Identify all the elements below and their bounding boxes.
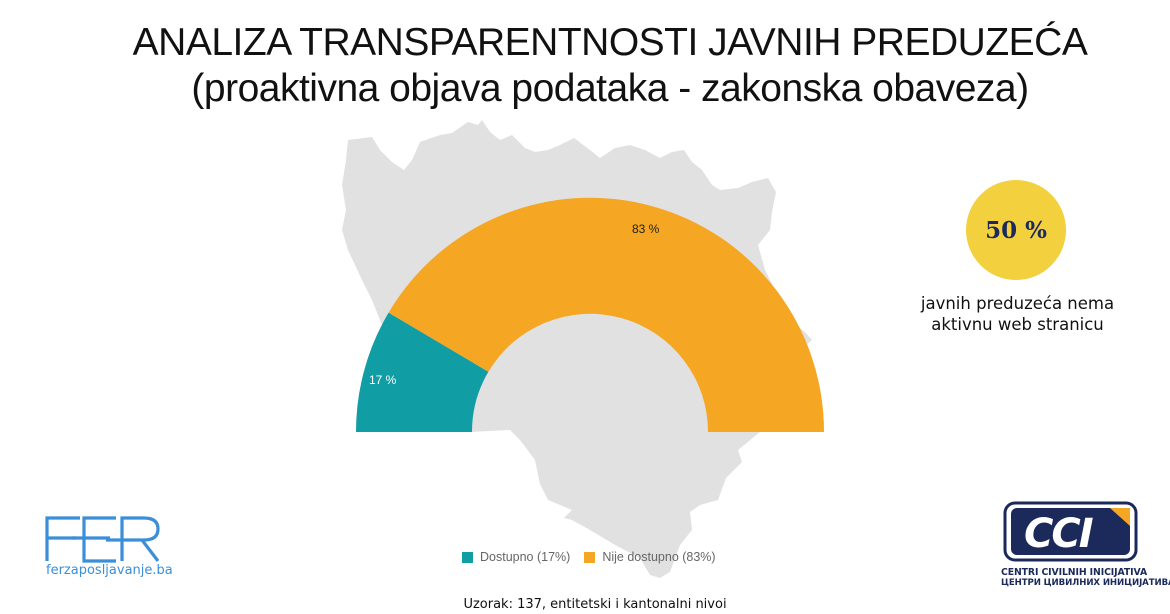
cci-mark: CCI <box>1024 511 1094 557</box>
fer-website-text: ferzaposljavanje.ba <box>46 563 173 578</box>
slice-nije-dostupno[interactable] <box>388 197 825 432</box>
legend-swatch-teal <box>462 551 473 563</box>
legend-label: Nije dostupno (83%) <box>602 550 716 564</box>
label-nije-dostupno: 83 % <box>632 222 660 236</box>
title-line-1: ANALIZA TRANSPARENTNOSTI JAVNIH PREDUZEĆ… <box>132 21 1088 64</box>
slice-dostupno[interactable] <box>355 312 489 432</box>
fer-logo-icon <box>45 516 160 563</box>
cci-name-latin: CENTRI CIVILNIH INICIJATIVA <box>1001 567 1148 578</box>
stat-value: 50 % <box>985 216 1047 244</box>
stat-circle: 50 % <box>966 180 1066 280</box>
stat-caption: javnih preduzeća nema aktivnu web strani… <box>880 293 1155 335</box>
sample-note: Uzorak: 137, entitetski i kantonalni niv… <box>463 597 727 612</box>
cci-name-cyrillic: ЦЕНТРИ ЦИВИЛНИХ ИНИЦИЈАТИВА <box>1001 578 1170 588</box>
stat-caption-line-1: javnih preduzeća nema <box>920 294 1115 313</box>
legend-swatch-orange <box>584 551 596 563</box>
title-line-2: (proaktivna objava podataka - zakonska o… <box>191 67 1029 110</box>
legend-item-nije-dostupno[interactable]: Nije dostupno (83%) <box>584 550 716 564</box>
chart-legend: Dostupno (17%) Nije dostupno (83%) <box>462 550 716 564</box>
label-dostupno: 17 % <box>369 373 397 387</box>
legend-label: Dostupno (17%) <box>480 550 571 564</box>
stat-caption-line-2: aktivnu web stranicu <box>931 315 1104 334</box>
legend-item-dostupno[interactable]: Dostupno (17%) <box>462 550 570 564</box>
page-title: ANALIZA TRANSPARENTNOSTI JAVNIH PREDUZEĆ… <box>0 20 1170 112</box>
cci-logo-icon: CCI <box>1003 501 1138 562</box>
